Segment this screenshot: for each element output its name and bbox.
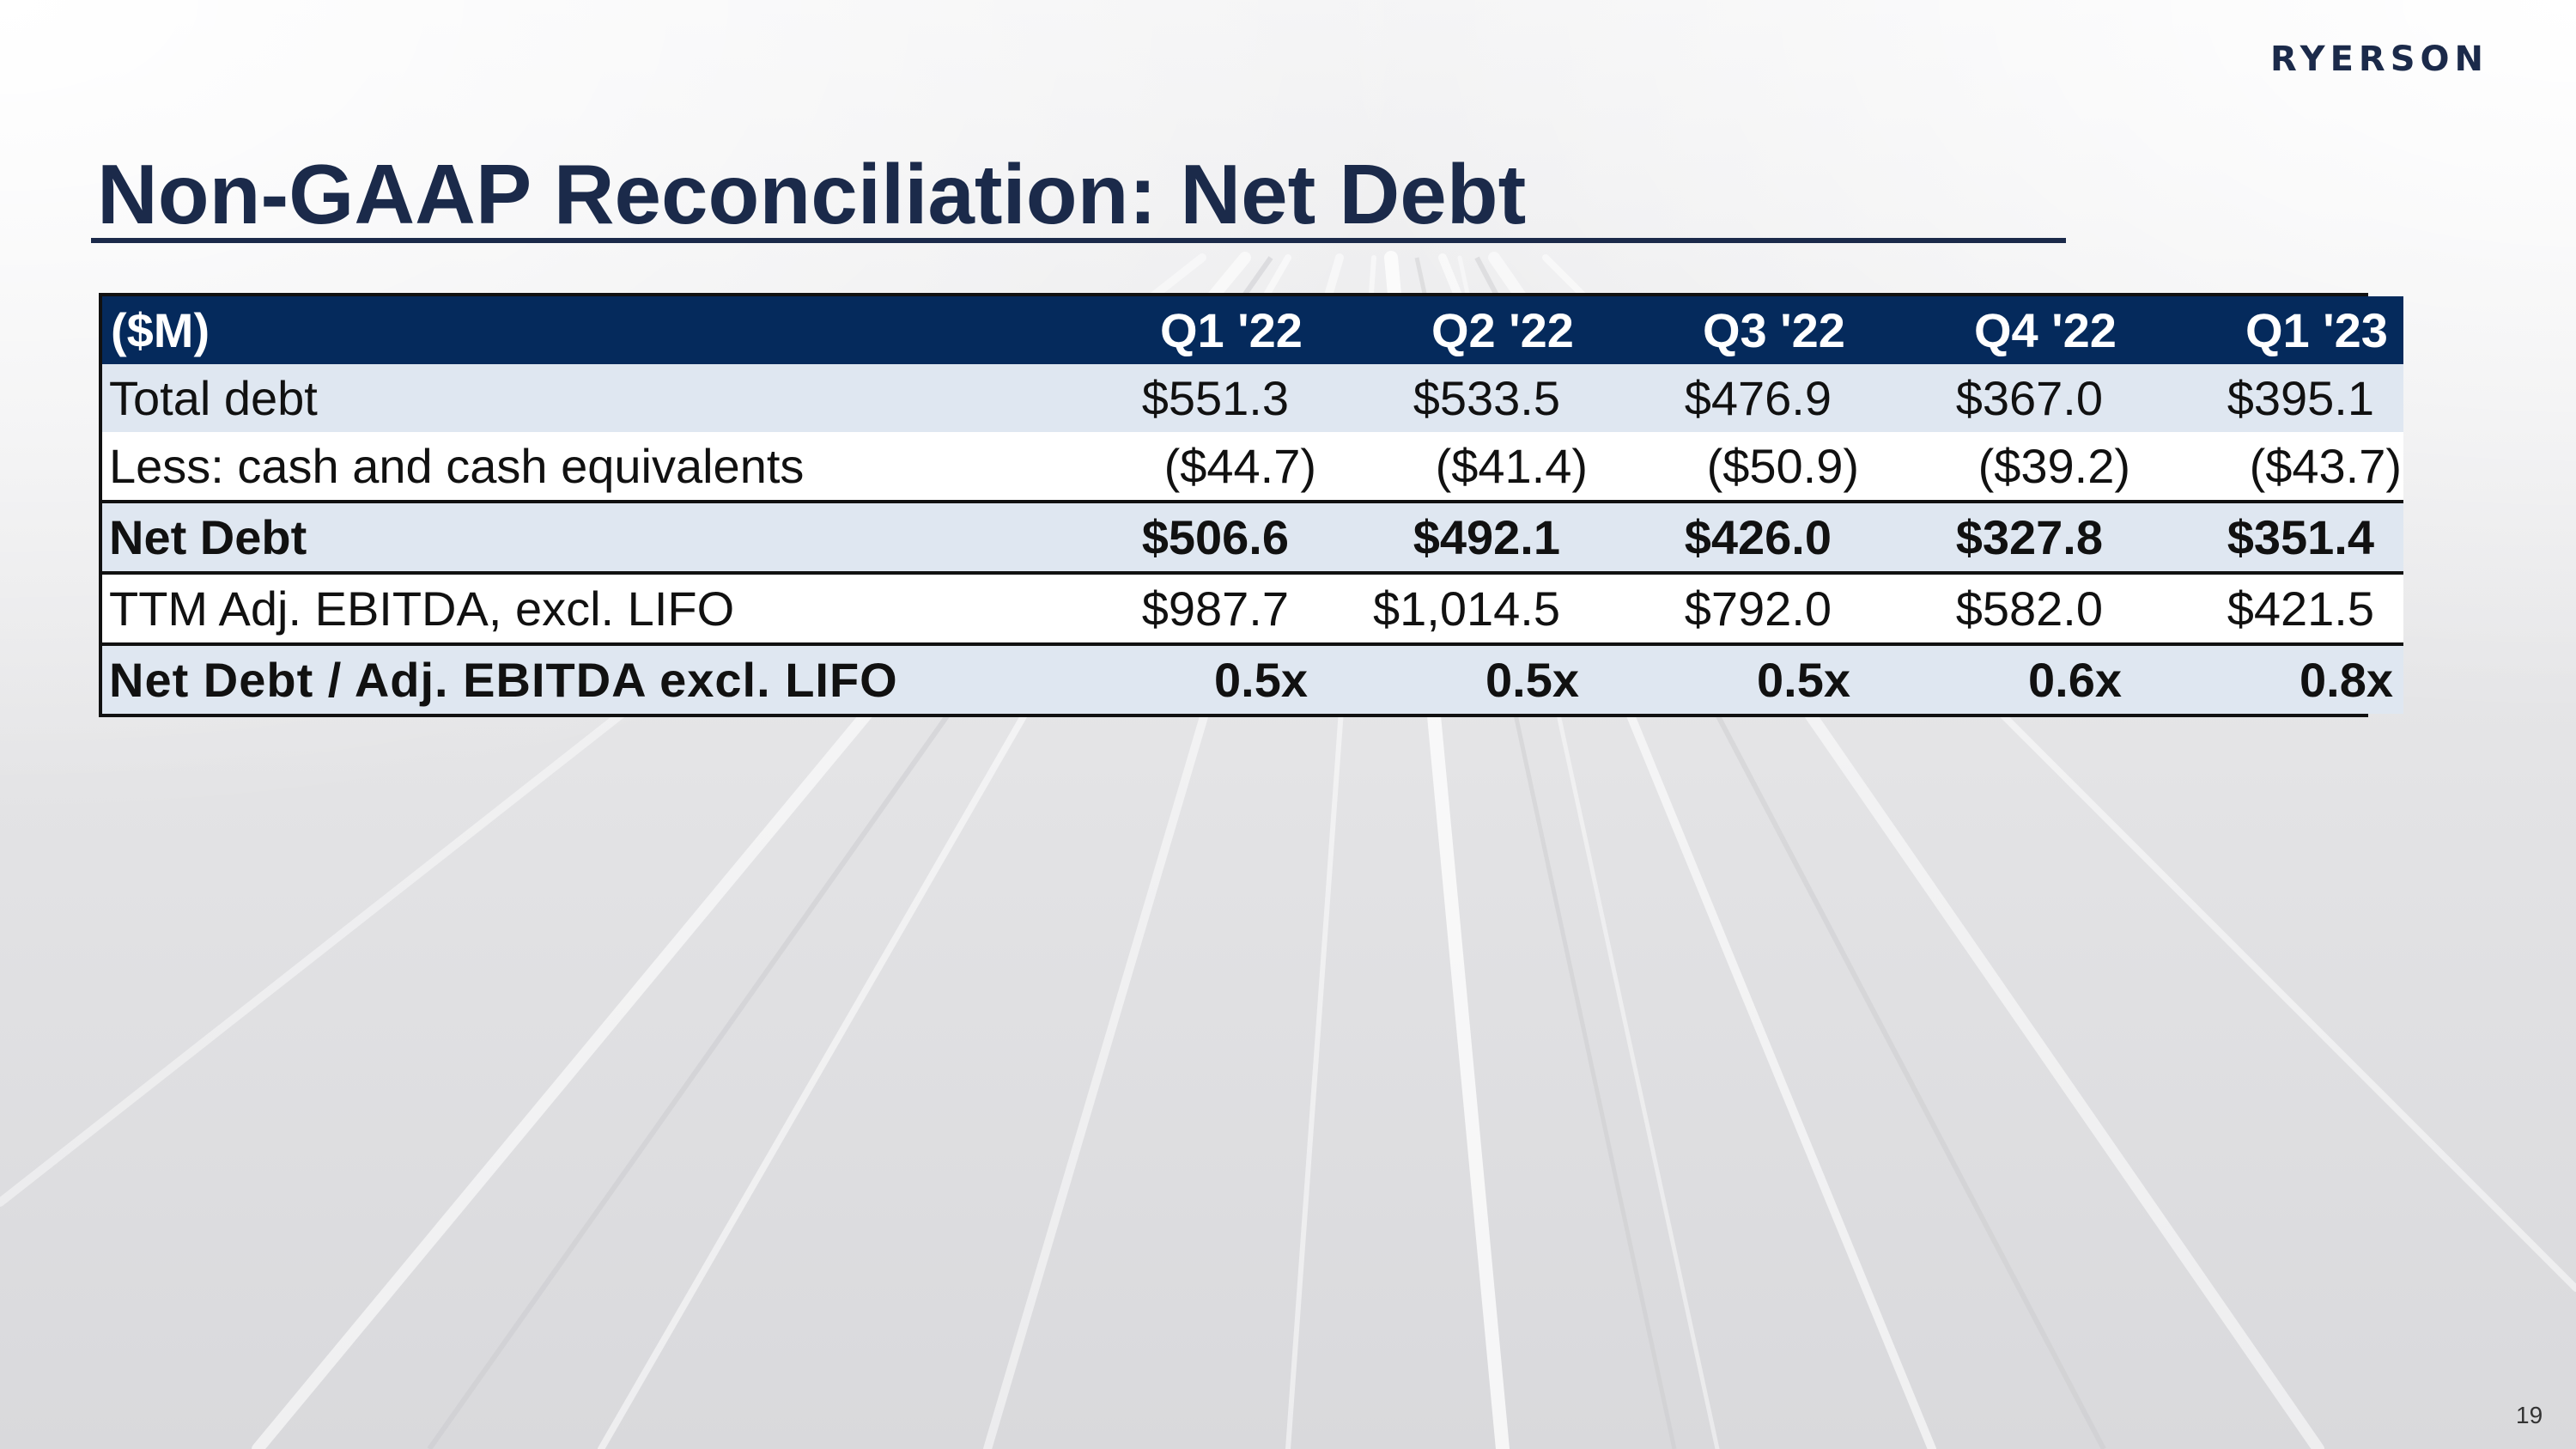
cell-value: $351.4	[2132, 500, 2403, 573]
cell-value: $1,014.5	[1318, 571, 1589, 644]
table-row-cash: Less: cash and cash equivalents ($44.7) …	[102, 432, 2403, 502]
cell-value: 0.5x	[1589, 642, 1861, 714]
cell-value: $506.6	[1047, 500, 1318, 573]
header-period: Q1 '23	[2245, 303, 2388, 357]
cell-value: $426.0	[1589, 500, 1861, 573]
cell-value: 0.6x	[1861, 642, 2132, 714]
cell-value: ($50.9)	[1706, 439, 1859, 493]
table-row-net-debt: Net Debt $506.6 $492.1 $426.0 $327.8 $35…	[102, 500, 2403, 573]
page-number: 19	[2516, 1402, 2543, 1428]
page-title: Non-GAAP Reconciliation: Net Debt	[97, 147, 1527, 241]
table-row-total-debt: Total debt $551.3 $533.5 $476.9 $367.0 $…	[102, 364, 2403, 432]
row-label: Total debt	[109, 371, 318, 425]
cell-value: $551.3	[1141, 371, 1289, 425]
row-label: Net Debt / Adj. EBITDA excl. LIFO	[102, 642, 1047, 714]
cell-value: ($44.7)	[1163, 439, 1316, 493]
cell-value: ($39.2)	[1978, 439, 2130, 493]
cell-value: $395.1	[2227, 371, 2374, 425]
cell-value: $367.0	[1955, 371, 2103, 425]
cell-value: $987.7	[1047, 571, 1318, 644]
header-period: Q3 '22	[1703, 303, 1845, 357]
net-debt-table: ($M) Q1 '22 Q2 '22 Q3 '22 Q4 '22 Q1 '23 …	[99, 293, 2403, 717]
header-period: Q2 '22	[1431, 303, 1574, 357]
cell-value: $792.0	[1589, 571, 1861, 644]
cell-value: 0.8x	[2132, 642, 2403, 714]
cell-value: $327.8	[1861, 500, 2132, 573]
cell-value: 0.5x	[1318, 642, 1589, 714]
row-label: Net Debt	[102, 500, 1047, 573]
cell-value: $476.9	[1684, 371, 1832, 425]
ryerson-logo: RYERSON	[2270, 40, 2488, 79]
cell-value: $533.5	[1413, 371, 1560, 425]
table-row-ebitda: TTM Adj. EBITDA, excl. LIFO $987.7 $1,01…	[102, 571, 2403, 644]
row-label: TTM Adj. EBITDA, excl. LIFO	[102, 571, 1047, 644]
title-underline	[91, 238, 2066, 243]
cell-value: $421.5	[2132, 571, 2403, 644]
table-header-row: ($M) Q1 '22 Q2 '22 Q3 '22 Q4 '22 Q1 '23	[102, 296, 2403, 364]
cell-value: ($41.4)	[1435, 439, 1588, 493]
header-period: Q1 '22	[1160, 303, 1303, 357]
row-label: Less: cash and cash equivalents	[109, 439, 805, 493]
header-period: Q4 '22	[1974, 303, 2117, 357]
table-row-leverage-ratio: Net Debt / Adj. EBITDA excl. LIFO 0.5x 0…	[102, 642, 2403, 714]
cell-value: $492.1	[1318, 500, 1589, 573]
cell-value: 0.5x	[1047, 642, 1318, 714]
cell-value: $582.0	[1861, 571, 2132, 644]
cell-value: ($43.7)	[2249, 439, 2402, 493]
header-units: ($M)	[111, 303, 210, 357]
